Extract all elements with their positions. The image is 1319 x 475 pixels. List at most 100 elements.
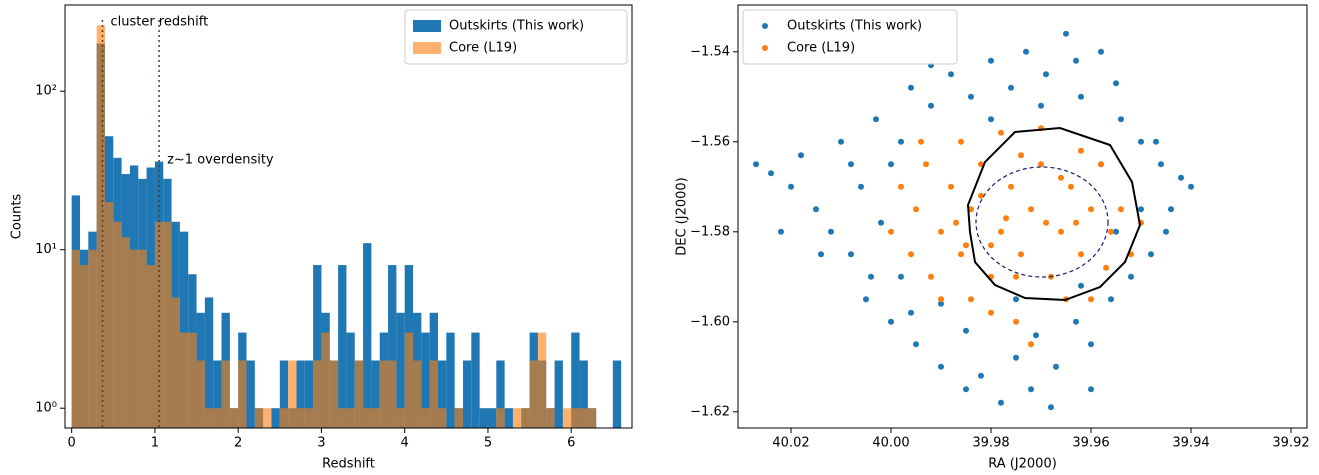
bar bbox=[454, 408, 463, 428]
legend-label: Outskirts (This work) bbox=[449, 19, 584, 34]
x-tick-label: 0 bbox=[68, 436, 76, 451]
point bbox=[1113, 80, 1119, 87]
y-tick-label: −1.58 bbox=[690, 224, 730, 239]
point bbox=[813, 206, 819, 213]
bar bbox=[363, 408, 372, 428]
bar bbox=[279, 360, 289, 428]
x-tick-label: 40.00 bbox=[872, 436, 909, 451]
point bbox=[1178, 174, 1184, 181]
x-tick-label: 2 bbox=[234, 436, 242, 451]
legend-box bbox=[742, 9, 958, 65]
bar bbox=[263, 408, 272, 428]
point bbox=[958, 138, 964, 145]
contours bbox=[966, 126, 1142, 302]
point bbox=[1128, 273, 1134, 280]
point bbox=[963, 242, 969, 249]
bar bbox=[438, 360, 447, 428]
point bbox=[978, 192, 984, 199]
point bbox=[1028, 206, 1034, 213]
point bbox=[978, 372, 984, 379]
point bbox=[968, 296, 974, 303]
point bbox=[1098, 48, 1104, 55]
bar bbox=[213, 408, 222, 428]
bar bbox=[121, 237, 130, 428]
legend-swatch bbox=[413, 20, 441, 32]
bar bbox=[496, 408, 505, 428]
point bbox=[938, 296, 944, 303]
bar bbox=[346, 408, 355, 428]
point bbox=[1058, 228, 1064, 235]
bar bbox=[413, 360, 422, 428]
bar bbox=[313, 360, 322, 428]
bar bbox=[363, 243, 372, 428]
point bbox=[858, 183, 864, 190]
point bbox=[1088, 206, 1094, 213]
x-tick-label: 39.98 bbox=[972, 436, 1009, 451]
bar bbox=[313, 265, 322, 428]
point bbox=[788, 183, 794, 190]
bar bbox=[446, 332, 455, 428]
y-tick-label: 10² bbox=[35, 84, 57, 99]
point bbox=[873, 116, 879, 123]
bar bbox=[288, 360, 297, 428]
point bbox=[1018, 251, 1024, 258]
point bbox=[988, 57, 994, 64]
legend-marker bbox=[762, 45, 768, 51]
point bbox=[908, 251, 914, 258]
x-tick-label: 3 bbox=[317, 436, 325, 451]
bar bbox=[321, 332, 330, 428]
point bbox=[1033, 332, 1039, 339]
point bbox=[1163, 228, 1169, 235]
bar bbox=[587, 408, 597, 428]
bar bbox=[396, 408, 405, 428]
bar bbox=[529, 360, 538, 428]
bar bbox=[579, 360, 588, 428]
bar bbox=[571, 408, 580, 428]
bar bbox=[487, 408, 497, 428]
point bbox=[898, 273, 904, 280]
point bbox=[888, 318, 894, 325]
circle-contour bbox=[975, 166, 1109, 278]
point bbox=[888, 161, 894, 168]
bar bbox=[562, 408, 572, 428]
point bbox=[798, 152, 804, 159]
point bbox=[1113, 228, 1119, 235]
point bbox=[1013, 318, 1019, 325]
bar bbox=[204, 408, 214, 428]
legend-swatch bbox=[413, 42, 441, 54]
y-tick-label: −1.54 bbox=[690, 44, 730, 59]
bar bbox=[371, 408, 380, 428]
point bbox=[913, 341, 919, 348]
point bbox=[968, 206, 974, 213]
point bbox=[918, 138, 924, 145]
bar bbox=[238, 360, 247, 428]
y-tick-label: −1.62 bbox=[690, 404, 730, 419]
point bbox=[1013, 296, 1019, 303]
bar bbox=[279, 408, 289, 428]
point bbox=[828, 228, 834, 235]
point bbox=[1103, 264, 1109, 271]
point bbox=[848, 161, 854, 168]
point bbox=[768, 170, 774, 177]
point bbox=[1078, 282, 1084, 289]
point bbox=[913, 206, 919, 213]
point bbox=[938, 300, 944, 307]
bar bbox=[204, 297, 214, 428]
bar bbox=[246, 360, 255, 428]
plot-frame bbox=[64, 4, 633, 429]
bar bbox=[346, 332, 355, 428]
x-tick-label: 39.92 bbox=[1272, 436, 1309, 451]
x-tick-label: 4 bbox=[401, 436, 409, 451]
bar bbox=[554, 360, 563, 428]
bar bbox=[396, 312, 405, 428]
point bbox=[898, 183, 904, 190]
point bbox=[1008, 84, 1014, 91]
point bbox=[868, 273, 874, 280]
bar bbox=[438, 408, 447, 428]
bar bbox=[537, 332, 547, 428]
bar bbox=[138, 249, 147, 428]
contour bbox=[966, 126, 1142, 302]
bar bbox=[179, 231, 189, 428]
bar bbox=[221, 360, 230, 428]
